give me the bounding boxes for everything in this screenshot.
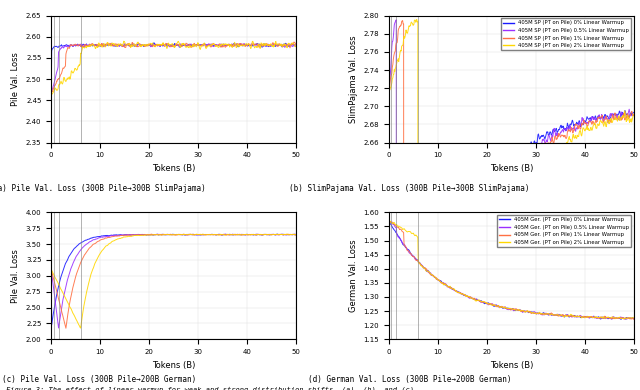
- Y-axis label: Pile Val. Loss: Pile Val. Loss: [11, 249, 20, 303]
- Legend: 405M Ger. (PT on Pile) 0% Linear Warmup, 405M Ger. (PT on Pile) 0.5% Linear Warm: 405M Ger. (PT on Pile) 0% Linear Warmup,…: [497, 215, 631, 247]
- Text: Figure 3: The effect of linear warmup for weak and strong distribution shifts. (: Figure 3: The effect of linear warmup fo…: [6, 387, 415, 390]
- Text: (d) German Val. Loss (300B Pile→200B German): (d) German Val. Loss (300B Pile→200B Ger…: [308, 375, 511, 384]
- X-axis label: Tokens (B): Tokens (B): [490, 164, 533, 173]
- Legend: 405M SP (PT on Pile) 0% Linear Warmup, 405M SP (PT on Pile) 0.5% Linear Warmup, : 405M SP (PT on Pile) 0% Linear Warmup, 4…: [501, 18, 631, 50]
- X-axis label: Tokens (B): Tokens (B): [152, 361, 195, 370]
- Y-axis label: German Val. Loss: German Val. Loss: [349, 239, 358, 312]
- X-axis label: Tokens (B): Tokens (B): [490, 361, 533, 370]
- Text: (b) SlimPajama Val. Loss (300B Pile→300B SlimPajama): (b) SlimPajama Val. Loss (300B Pile→300B…: [289, 184, 530, 193]
- Y-axis label: SlimPajama Val. Loss: SlimPajama Val. Loss: [349, 35, 358, 123]
- Text: (a) Pile Val. Loss (300B Pile→300B SlimPajama): (a) Pile Val. Loss (300B Pile→300B SlimP…: [0, 184, 205, 193]
- Text: (c) Pile Val. Loss (300B Pile→200B German): (c) Pile Val. Loss (300B Pile→200B Germa…: [2, 375, 196, 384]
- X-axis label: Tokens (B): Tokens (B): [152, 164, 195, 173]
- Y-axis label: Pile Val. Loss: Pile Val. Loss: [12, 52, 20, 106]
